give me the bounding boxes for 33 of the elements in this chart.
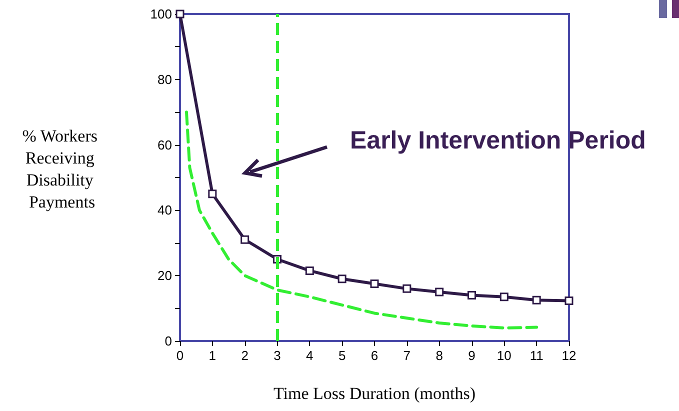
point <box>338 274 346 284</box>
point <box>532 296 541 304</box>
point <box>240 235 250 244</box>
y-tick-label: 60 <box>158 137 172 152</box>
x-tick-label: 5 <box>338 348 346 363</box>
x-tick-label: 10 <box>496 348 512 363</box>
x-tick-label: 9 <box>468 348 476 363</box>
point <box>305 266 314 275</box>
y-tick-label: 80 <box>158 72 172 87</box>
x-axis-title: Time Loss Duration (months) <box>274 384 476 403</box>
point <box>402 284 412 293</box>
point <box>370 280 379 288</box>
y-tick-label: 40 <box>158 202 172 218</box>
x-tick-label: 1 <box>208 348 216 363</box>
y-tick-label: 20 <box>158 268 172 284</box>
y-tick-label: 0 <box>164 334 172 348</box>
point <box>500 292 508 302</box>
x-tick-label: 0 <box>176 348 184 363</box>
x-tick-label: 11 <box>530 348 544 363</box>
point <box>208 190 217 198</box>
x-tick-label: 2 <box>241 348 248 363</box>
x-tick-label: 4 <box>306 348 314 363</box>
x-tick-label: 8 <box>436 348 443 363</box>
x-tick-label: 7 <box>403 348 411 363</box>
x-tick-label: 6 <box>370 348 378 363</box>
point <box>564 296 574 306</box>
y-tick-label: 100 <box>150 6 172 22</box>
x-tick-label: 3 <box>274 348 281 363</box>
x-tick-label: 12 <box>562 348 576 363</box>
point <box>176 10 184 18</box>
point <box>435 288 444 296</box>
y-axis-title: % Workers Receiving Disability Payments <box>22 126 102 212</box>
point <box>468 290 476 300</box>
